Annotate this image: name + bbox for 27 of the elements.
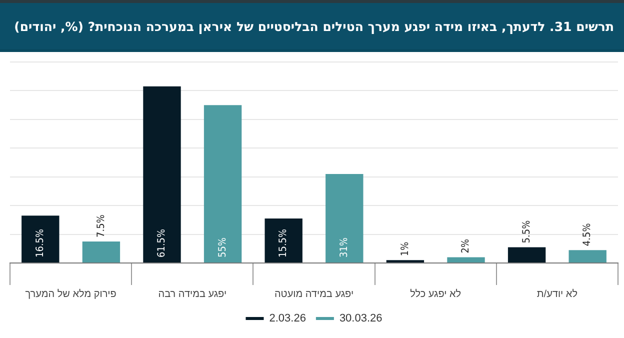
bar	[508, 247, 546, 262]
bar	[143, 86, 181, 262]
data-label: 5.5%	[521, 220, 532, 244]
legend-label: 2.03.26	[269, 312, 306, 325]
data-label: 1%	[400, 241, 411, 256]
data-label: 7.5%	[96, 214, 107, 238]
x-tick-label: פירוק מלא של המערך	[25, 288, 116, 300]
data-label: 4.5%	[582, 222, 594, 246]
x-tick-label: יפגע במידה רבה	[158, 288, 227, 300]
bar	[204, 105, 242, 262]
data-label: 31%	[338, 237, 350, 258]
bar	[447, 257, 485, 262]
legend-label: 30.03.26	[339, 312, 382, 325]
chart-title: תרשים 31. לדעתך, באיזו מידה יפגע מערך הטילים הבליסטיים של איראן במערכה הנוכחית? (%, יהודים)	[14, 18, 614, 34]
bar	[568, 250, 606, 262]
x-tick-label: יפגע במידה מועטה	[274, 288, 354, 300]
bar	[264, 218, 302, 262]
bar	[82, 241, 120, 262]
data-label: 61.5%	[156, 228, 168, 258]
data-label: 15.5%	[278, 228, 290, 258]
x-tick-label: לא יודע/ת	[536, 288, 578, 300]
bar	[22, 216, 60, 262]
data-label: 2%	[460, 238, 472, 254]
bar	[326, 174, 364, 262]
data-label: 55%	[217, 237, 228, 258]
x-tick-label: לא יפגע כלל	[410, 288, 462, 300]
data-label: 16.5%	[34, 228, 46, 258]
